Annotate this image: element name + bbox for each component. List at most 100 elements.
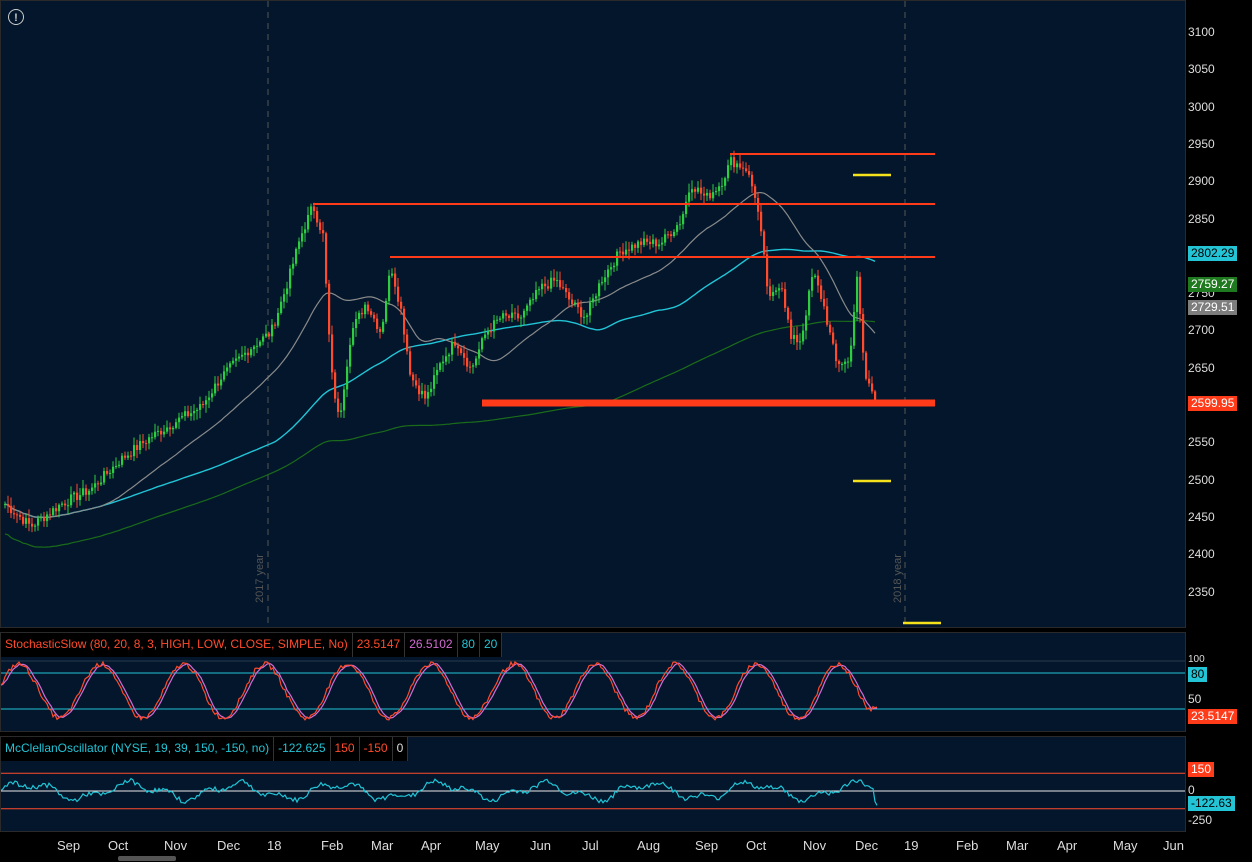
candle-body: [82, 488, 85, 496]
candle-body: [304, 229, 307, 234]
candle-body: [22, 516, 25, 524]
candle-body: [196, 409, 199, 411]
candle-body: [40, 517, 43, 519]
candle-body: [610, 267, 613, 270]
candle-body: [169, 427, 172, 430]
candle-body: [391, 273, 394, 276]
month-label: Jun: [530, 838, 551, 853]
sma-green-line: [4, 320, 876, 548]
candle-body: [121, 455, 124, 465]
candle-body: [28, 518, 31, 524]
candle-body: [43, 517, 46, 522]
candle-body: [736, 163, 739, 168]
stochastic-label[interactable]: StochasticSlow (80, 20, 8, 3, HIGH, LOW,…: [1, 633, 503, 657]
candle-body: [34, 525, 37, 527]
candle-body: [505, 313, 508, 316]
candle-body: [385, 300, 388, 322]
candle-body: [811, 277, 814, 291]
candle-body: [538, 289, 541, 291]
alert-icon[interactable]: !: [8, 9, 24, 25]
candle-body: [223, 371, 226, 380]
candle-body: [106, 471, 109, 474]
candle-body: [640, 241, 643, 245]
candle-body: [235, 358, 238, 361]
candle-body: [256, 345, 259, 347]
stoch-badge: 80: [1188, 667, 1208, 682]
candle-body: [412, 374, 415, 381]
candle-body: [61, 503, 64, 505]
candle-body: [133, 445, 136, 457]
candle-body: [151, 437, 154, 439]
candle-body: [331, 334, 334, 373]
candle-body: [763, 231, 766, 255]
candle-body: [511, 312, 514, 318]
stoch-slowk-line: [1, 660, 878, 721]
candle-body: [856, 276, 859, 313]
candle-body: [547, 286, 550, 289]
candle-body: [313, 206, 316, 212]
candle-body: [616, 251, 619, 266]
stochastic-pane[interactable]: StochasticSlow (80, 20, 8, 3, HIGH, LOW,…: [0, 632, 1186, 732]
candle-body: [808, 290, 811, 316]
price-chart-pane[interactable]: ! 2017 year 2018 year: [0, 0, 1186, 628]
candle-body: [688, 192, 691, 202]
candle-body: [472, 365, 475, 367]
candle-body: [631, 244, 634, 251]
month-label: Dec: [217, 838, 241, 853]
price-tick: 2550: [1188, 435, 1215, 450]
scrollbar-thumb[interactable]: [118, 856, 176, 861]
candle-body: [175, 422, 178, 428]
candle-body: [316, 211, 319, 223]
candle-body: [490, 331, 493, 333]
candle-body: [622, 251, 625, 255]
candle-body: [70, 494, 73, 506]
mcclellan-label-part: McClellanOscillator (NYSE, 19, 39, 150, …: [1, 737, 275, 761]
candle-body: [424, 390, 427, 399]
candle-body: [10, 505, 13, 514]
candle-body: [868, 378, 871, 384]
stochastic-label-part: 80: [457, 633, 480, 657]
candle-body: [721, 185, 724, 187]
mcclellan-chart: [1, 772, 1185, 810]
candle-body: [796, 335, 799, 343]
candle-body: [739, 163, 742, 168]
candle-body: [673, 231, 676, 237]
mcclellan-pane[interactable]: McClellanOscillator (NYSE, 19, 39, 150, …: [0, 736, 1186, 832]
candle-body: [841, 363, 844, 365]
candle-body: [355, 318, 358, 329]
candle-body: [118, 464, 121, 466]
candle-body: [364, 304, 367, 315]
candle-body: [295, 248, 298, 264]
candle-body: [430, 388, 433, 393]
month-label: 18: [267, 838, 282, 853]
candle-body: [517, 313, 520, 319]
candle-body: [127, 455, 130, 458]
candle-body: [562, 287, 565, 289]
candle-body: [178, 417, 181, 423]
candle-body: [214, 383, 217, 394]
candle-body: [658, 244, 661, 247]
candle-body: [703, 193, 706, 196]
candle-body: [613, 265, 616, 268]
candle-body: [724, 178, 727, 186]
mcclellan-label-part: -150: [359, 737, 393, 761]
sma-cyan-line: [4, 248, 876, 519]
mcclellan-label-part: 150: [330, 737, 360, 761]
candle-body: [274, 324, 277, 326]
candle-body: [85, 488, 88, 495]
candle-body: [241, 354, 244, 357]
mcc-badge: 150: [1188, 762, 1215, 777]
candle-body: [787, 307, 790, 320]
candle-body: [502, 313, 505, 319]
month-label: Nov: [803, 838, 827, 853]
candle-body: [346, 366, 349, 390]
candle-body: [205, 400, 208, 405]
month-label: Nov: [164, 838, 188, 853]
candle-body: [478, 349, 481, 359]
candle-body: [361, 312, 364, 315]
candle-body: [592, 298, 595, 303]
candle-body: [733, 157, 736, 168]
mcclellan-label[interactable]: McClellanOscillator (NYSE, 19, 39, 150, …: [1, 737, 409, 761]
candle-body: [76, 492, 79, 500]
candle-body: [220, 379, 223, 386]
